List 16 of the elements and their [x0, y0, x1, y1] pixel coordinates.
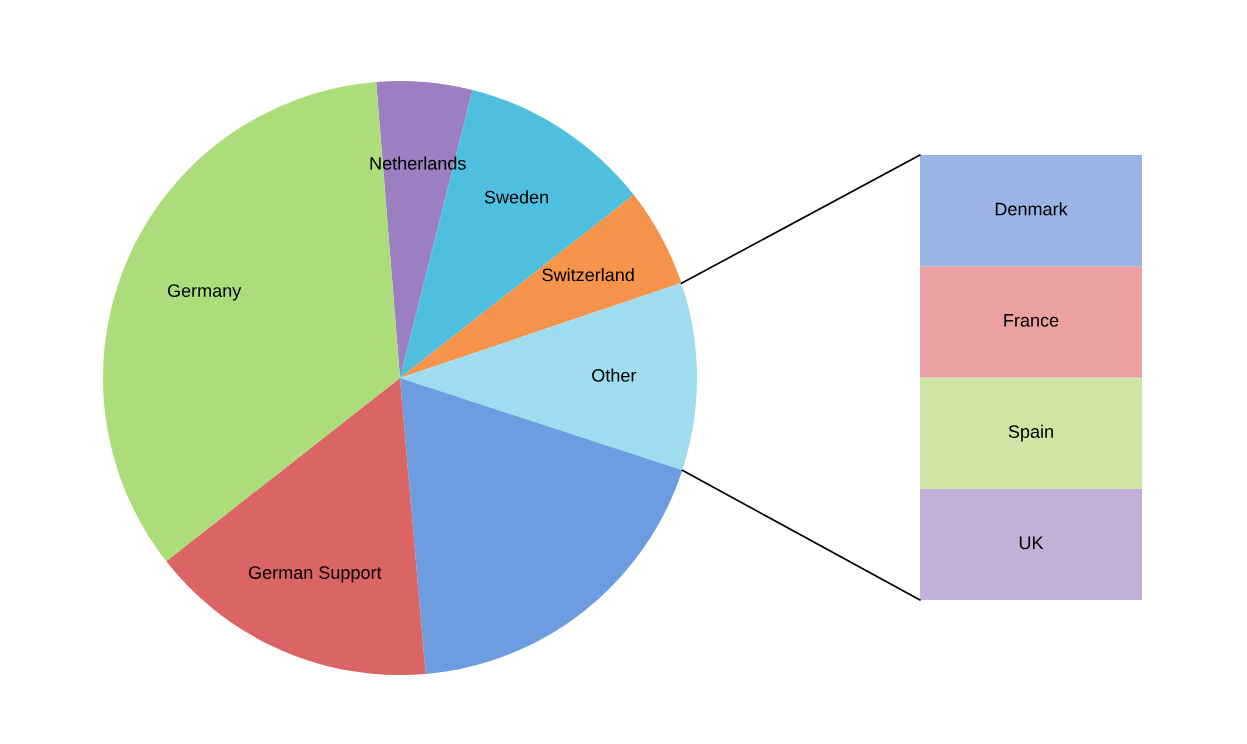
- slice-label: Other: [592, 368, 637, 382]
- series-label: France: [1004, 314, 1059, 327]
- bar: [920, 488, 1142, 600]
- slice-label: Netherlands: [370, 156, 466, 170]
- bar: [920, 155, 1142, 267]
- bar: [920, 377, 1142, 489]
- bar: [920, 266, 1142, 378]
- slice-label: German Support: [248, 566, 382, 583]
- slice-label: Switzerland: [542, 268, 634, 282]
- pie-slice: [400, 283, 697, 471]
- series-label: Spain: [1008, 424, 1053, 442]
- series-label: UK: [1019, 536, 1044, 550]
- slice-label: Sweden: [484, 190, 548, 204]
- series-label: Denmark: [995, 202, 1068, 216]
- pie-slice: [166, 378, 426, 675]
- slice-label: Germany: [167, 284, 242, 301]
